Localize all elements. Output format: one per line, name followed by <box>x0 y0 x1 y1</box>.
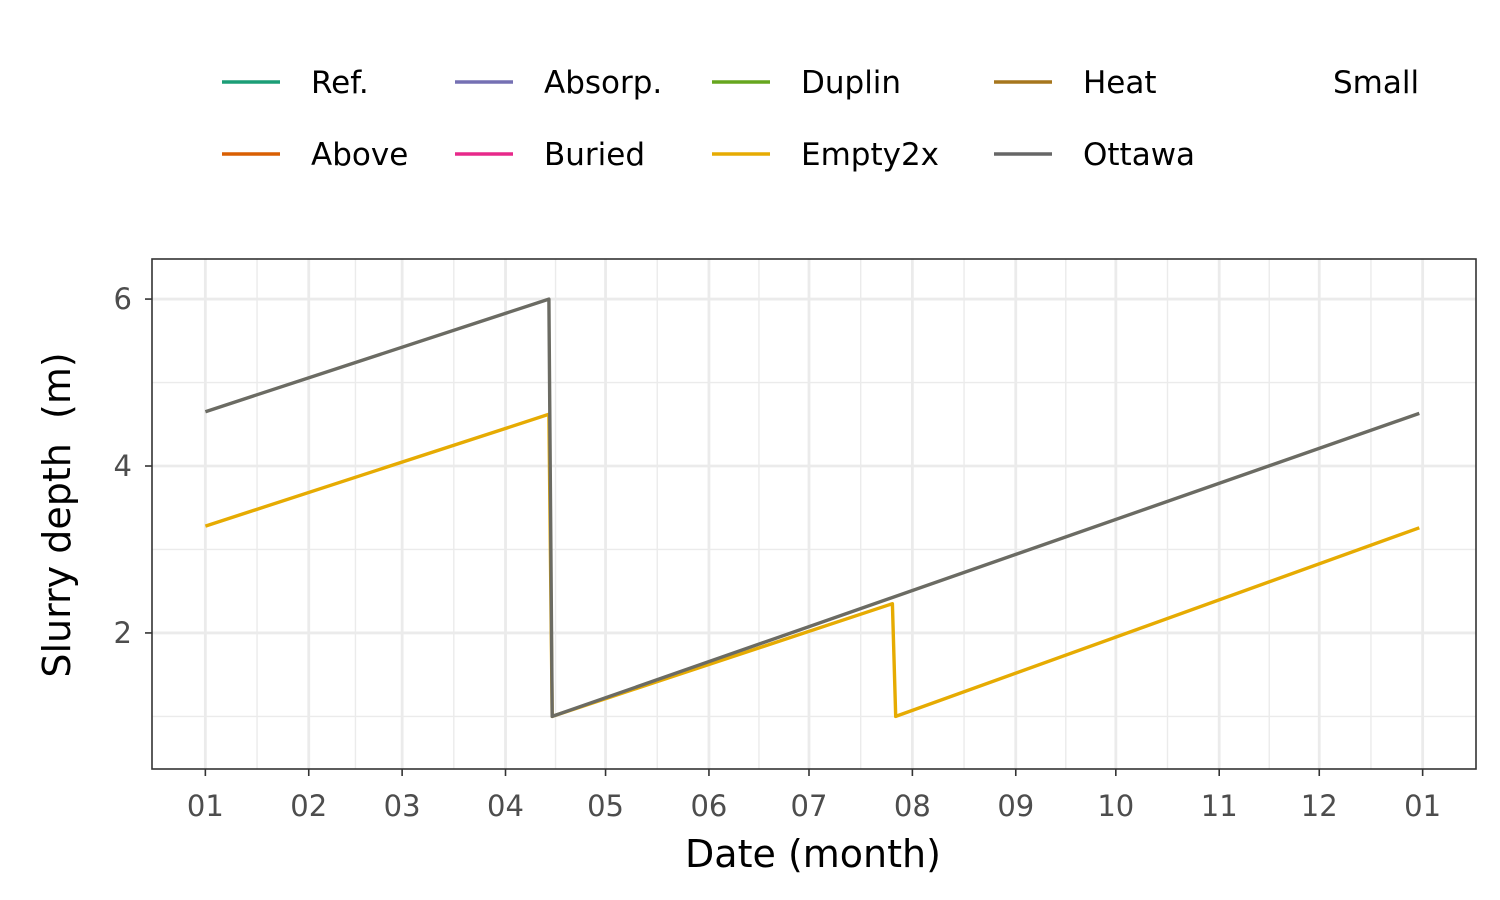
series-line-ottawa <box>204 297 1420 719</box>
x-tick-label: 08 <box>894 789 931 823</box>
x-axis-title: Date (month) <box>685 832 941 876</box>
x-tick-label: 01 <box>187 789 224 823</box>
legend-label-ottawa: Ottawa <box>1083 137 1195 173</box>
x-tick-label: 05 <box>587 789 624 823</box>
legend-label-empty2x: Empty2x <box>801 137 939 173</box>
x-tick-label: 02 <box>290 789 327 823</box>
legend-label-small: Small <box>1333 65 1419 101</box>
y-axis-title: Slurry depth (m) <box>35 352 79 677</box>
x-tick-label: 09 <box>997 789 1034 823</box>
x-tick-label: 03 <box>384 789 421 823</box>
legend-label-absorp: Absorp. <box>544 65 662 101</box>
panel-border <box>151 258 1477 770</box>
y-tick-label: 6 <box>114 282 132 316</box>
legend-label-duplin: Duplin <box>801 65 901 101</box>
legend-label-ref: Ref. <box>311 65 369 101</box>
x-tick-label: 11 <box>1201 789 1238 823</box>
x-tick-label: 01 <box>1404 789 1441 823</box>
x-tick-label: 10 <box>1097 789 1134 823</box>
x-tick-label: 06 <box>690 789 727 823</box>
x-tick-label: 07 <box>791 789 828 823</box>
series-line-empty2x <box>204 412 1420 719</box>
legend: Ref. Above Absorp. Buried Duplin Empty2x Heat O… <box>222 65 1419 173</box>
y-tick-label: 2 <box>114 616 132 650</box>
legend-label-heat: Heat <box>1083 65 1157 101</box>
legend-label-buried: Buried <box>544 137 645 173</box>
plot-panel: 01 02 03 04 05 06 07 08 09 10 11 12 01 2 4 6 <box>114 258 1477 823</box>
legend-label-above: Above <box>311 137 408 173</box>
y-tick-label: 4 <box>114 449 132 483</box>
x-tick-label: 04 <box>487 789 524 823</box>
x-tick-label: 12 <box>1301 789 1338 823</box>
